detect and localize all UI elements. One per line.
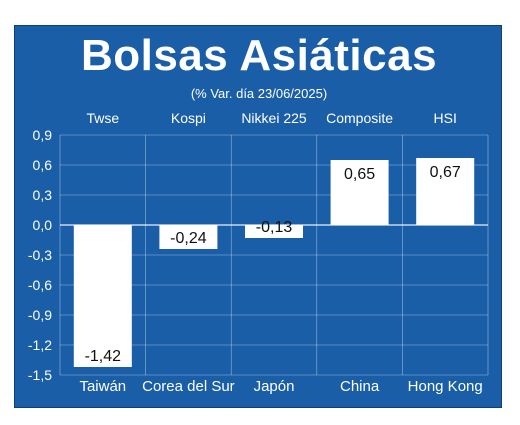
bar-4	[330, 160, 389, 225]
bar-1	[73, 225, 132, 367]
bar-5	[416, 158, 475, 225]
y-tick-label: 0,9	[33, 127, 53, 143]
y-tick-label: -1,5	[28, 367, 52, 383]
data-label: -0,13	[256, 219, 293, 236]
y-tick-label: -0,3	[28, 247, 52, 263]
y-tick-label: -0,9	[28, 307, 52, 323]
y-tick-label: 0,0	[33, 217, 53, 233]
index-name-label: Nikkei 225	[241, 110, 307, 126]
chart-subtitle: (% Var. día 23/06/2025)	[190, 86, 328, 101]
index-name-label: Twse	[86, 110, 119, 126]
x-tick-label: China	[340, 378, 380, 395]
x-tick-label: Hong Kong	[408, 378, 483, 395]
index-name-label: Kospi	[171, 110, 206, 126]
bar-2	[159, 225, 218, 249]
index-name-label: Composite	[326, 110, 393, 126]
y-tick-label: -1,2	[28, 337, 52, 353]
data-label: -0,24	[170, 230, 207, 247]
index-name-label: HSI	[434, 110, 457, 126]
y-tick-label: 0,3	[33, 187, 53, 203]
data-label: 0,67	[430, 164, 461, 181]
x-tick-label: Corea del Sur	[142, 378, 235, 395]
y-tick-label: 0,6	[33, 157, 53, 173]
data-label: -1,42	[85, 348, 122, 365]
x-tick-label: Taiwán	[79, 378, 126, 395]
bar-3	[245, 225, 303, 238]
y-tick-label: -0,6	[28, 277, 52, 293]
data-label: 0,65	[344, 166, 375, 183]
x-tick-label: Japón	[254, 378, 295, 395]
chart-title: Bolsas Asiáticas	[80, 31, 438, 80]
